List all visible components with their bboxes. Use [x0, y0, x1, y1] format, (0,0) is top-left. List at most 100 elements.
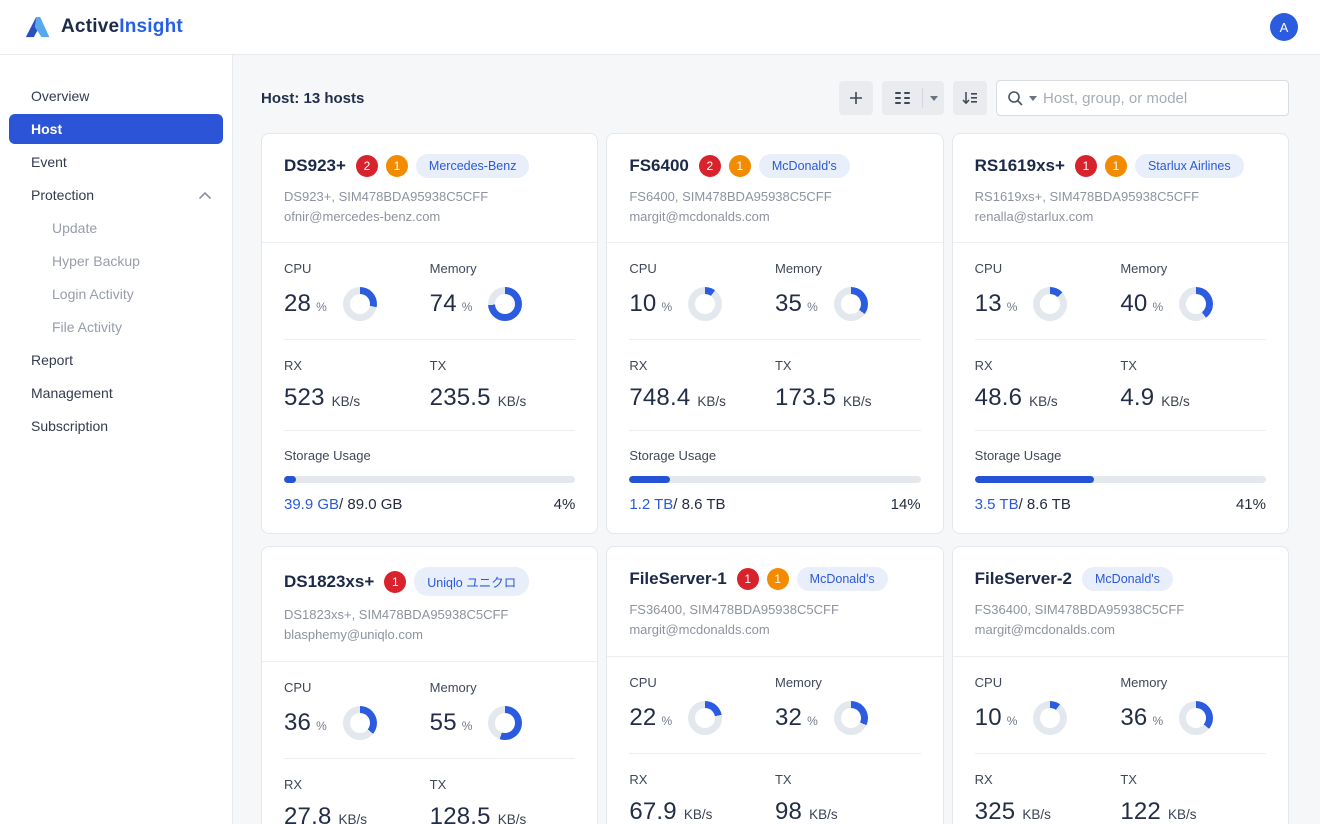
app-logo[interactable]: ActiveInsight	[24, 16, 183, 39]
storage-used: 1.2 TB	[629, 496, 674, 514]
memory-donut-chart	[1179, 700, 1214, 735]
cpu-percent-sign: %	[661, 300, 673, 315]
storage-used: 39.9 GB	[284, 496, 340, 514]
host-card-header: FileServer-1 1 1 McDonald's FS36400, SIM…	[607, 547, 942, 655]
network-section: RX 748.4 KB/s TX 173.5 KB/s	[607, 340, 942, 430]
sidebar-item[interactable]: File Activity	[9, 312, 223, 342]
user-avatar[interactable]: A	[1270, 13, 1298, 41]
sidebar-item[interactable]: Hyper Backup	[9, 246, 223, 276]
rx-metric: RX 67.9 KB/s	[629, 772, 775, 824]
active-insight-logo-icon	[24, 16, 51, 39]
storage-label: Storage Usage	[629, 448, 717, 464]
memory-donut-chart	[1179, 287, 1214, 322]
storage-percent: 4%	[553, 496, 576, 514]
add-host-button[interactable]	[839, 81, 873, 115]
sidebar-item-label: Hyper Backup	[52, 253, 140, 269]
warning-count-badge[interactable]: 1	[766, 568, 789, 591]
tx-value: 122	[1120, 797, 1161, 824]
memory-percent-sign: %	[807, 300, 818, 315]
memory-value: 74	[429, 290, 457, 318]
storage-total: / 8.6 TB	[1018, 496, 1071, 514]
memory-metric: Memory 36 %	[1120, 675, 1266, 735]
top-bar: ActiveInsight A	[0, 0, 1320, 55]
rx-value: 48.6	[974, 384, 1023, 412]
cpu-donut-chart	[688, 287, 723, 322]
storage-section: Storage Usage 3.5 TB/ 8.6 TB 41%	[953, 431, 1288, 533]
cpu-donut-chart	[342, 287, 377, 322]
cpu-memory-section: CPU 10 % Memory 35 %	[607, 243, 942, 339]
rx-value: 748.4	[629, 384, 691, 412]
host-card[interactable]: DS923+ 2 1 Mercedes-Benz DS923+, SIM478B…	[261, 133, 599, 535]
search-icon	[1007, 90, 1023, 106]
host-name: RS1619xs+	[974, 156, 1065, 175]
sidebar-item[interactable]: Report	[9, 345, 223, 375]
storage-label: Storage Usage	[974, 448, 1062, 464]
search-box	[996, 80, 1289, 116]
cpu-metric: CPU 22 %	[629, 675, 775, 735]
host-card[interactable]: RS1619xs+ 1 1 Starlux Airlines RS1619xs+…	[951, 133, 1289, 535]
network-section: RX 67.9 KB/s TX 98 KB/s	[607, 754, 942, 824]
host-model-serial: DS1823xs+, SIM478BDA95938C5CFF	[284, 607, 509, 623]
memory-label: Memory	[1120, 674, 1168, 690]
critical-count-badge[interactable]: 1	[736, 568, 759, 591]
search-filter-caret-icon[interactable]	[1029, 95, 1037, 101]
critical-count-badge[interactable]: 2	[698, 155, 721, 177]
host-name: DS923+	[284, 156, 346, 175]
tx-label: TX	[429, 776, 447, 792]
sidebar-item-label: Overview	[31, 88, 90, 104]
network-section: RX 27.8 KB/s TX 128.5 KB/s	[262, 759, 597, 824]
warning-count-badge[interactable]: 1	[385, 155, 408, 177]
warning-count-badge[interactable]: 1	[728, 155, 751, 177]
card-divider	[974, 430, 1266, 432]
sidebar-item[interactable]: Subscription	[9, 411, 223, 441]
sidebar-item[interactable]: Management	[9, 378, 223, 408]
main-header: Host: 13 hosts	[261, 80, 1289, 116]
rx-unit: KB/s	[338, 812, 368, 824]
card-divider	[262, 660, 598, 662]
cpu-metric: CPU 13 %	[975, 261, 1121, 322]
cpu-value: 28	[284, 290, 312, 318]
warning-count-badge[interactable]: 1	[1104, 155, 1127, 177]
host-card[interactable]: DS1823xs+ 1 Uniqlo ユニクロ DS1823xs+, SIM47…	[261, 546, 599, 824]
cpu-label: CPU	[284, 261, 312, 277]
sidebar-item[interactable]: Overview	[9, 81, 223, 111]
card-view-button[interactable]	[882, 81, 922, 115]
tx-label: TX	[774, 771, 792, 787]
tx-unit: KB/s	[1167, 807, 1197, 823]
company-tag: McDonald's	[1082, 567, 1173, 592]
view-mode-dropdown-button[interactable]	[923, 81, 944, 115]
host-card[interactable]: FileServer-2 McDonald's FS36400, SIM478B…	[951, 546, 1289, 824]
tx-unit: KB/s	[809, 807, 838, 823]
cpu-metric: CPU 28 %	[284, 261, 430, 322]
cpu-value: 36	[284, 708, 312, 736]
storage-total: / 89.0 GB	[339, 496, 403, 514]
critical-count-badge[interactable]: 1	[1074, 155, 1097, 177]
sidebar-item[interactable]: Update	[9, 213, 223, 243]
sidebar-item[interactable]: Login Activity	[9, 279, 223, 309]
sidebar: Overview Host Event Protection Update Hy…	[0, 55, 233, 824]
tx-metric: TX 98 KB/s	[775, 772, 921, 824]
host-card[interactable]: FileServer-1 1 1 McDonald's FS36400, SIM…	[606, 546, 944, 824]
sort-button[interactable]	[953, 81, 987, 115]
cpu-donut-chart	[342, 705, 377, 740]
rx-unit: KB/s	[683, 807, 713, 823]
card-divider	[284, 339, 576, 341]
rx-unit: KB/s	[1022, 807, 1051, 823]
company-tag: McDonald's	[796, 567, 888, 592]
search-input[interactable]	[1043, 89, 1278, 107]
rx-value: 27.8	[284, 802, 332, 824]
critical-count-badge[interactable]: 2	[355, 155, 378, 177]
card-divider	[629, 752, 921, 754]
rx-metric: RX 27.8 KB/s	[284, 777, 430, 824]
sidebar-item[interactable]: Host	[9, 114, 223, 144]
storage-usage-text: 3.5 TB/ 8.6 TB	[975, 496, 1071, 513]
critical-count-badge[interactable]: 1	[384, 570, 407, 593]
host-card[interactable]: FS6400 2 1 McDonald's FS6400, SIM478BDA9…	[606, 133, 944, 535]
sidebar-item[interactable]: Protection	[9, 180, 223, 210]
cpu-metric: CPU 10 %	[629, 261, 775, 322]
storage-progress-bar	[284, 476, 576, 484]
main-content: Host: 13 hosts	[233, 55, 1320, 824]
cpu-label: CPU	[974, 674, 1003, 690]
memory-value: 40	[1120, 290, 1148, 318]
sidebar-item[interactable]: Event	[9, 147, 223, 177]
